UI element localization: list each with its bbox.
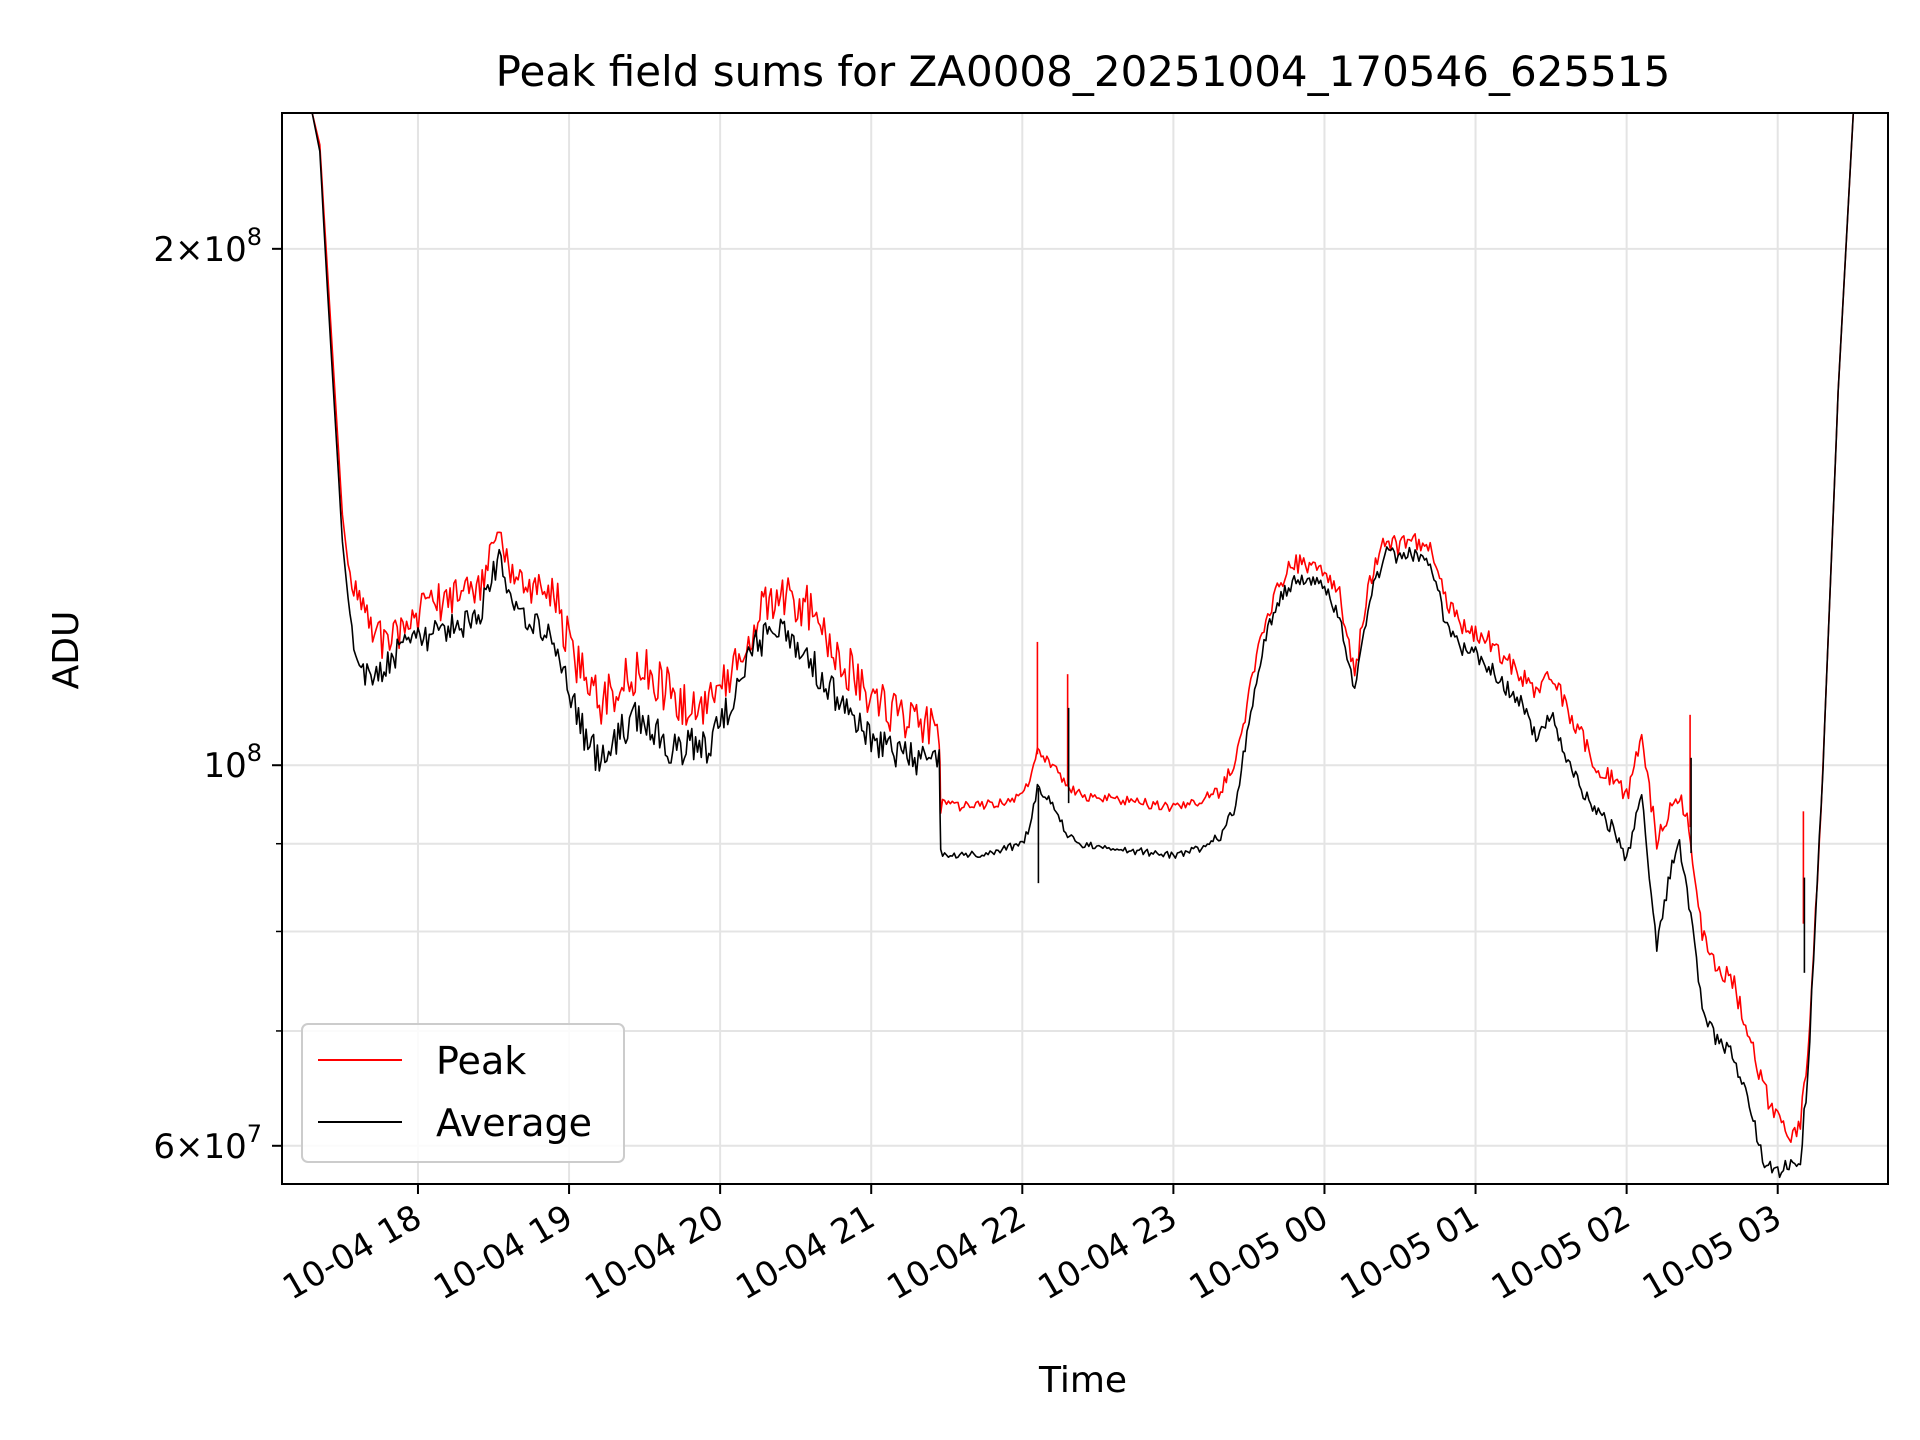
y-tick-label: 6×107 (153, 1120, 262, 1167)
y-tick-label: 108 (203, 739, 262, 786)
legend-box (301, 1023, 625, 1163)
legend: Peak Average (301, 1023, 625, 1163)
x-axis-label: Time (1038, 1360, 1127, 1401)
grid (282, 113, 1888, 1184)
y-axis-label: ADU (46, 611, 87, 690)
series-line-average (297, 112, 1888, 1179)
legend-label-average: Average (436, 1101, 592, 1145)
legend-label-peak: Peak (436, 1039, 526, 1083)
chart-title: Peak field sums for ZA0008_20251004_1705… (496, 47, 1671, 96)
y-tick-label: 2×108 (153, 223, 262, 270)
series-line-peak (297, 112, 1888, 1143)
series-layer (297, 112, 1888, 1179)
plot-frame (281, 112, 1889, 1185)
y-axis: 6×107 108 2×108 (153, 223, 282, 1167)
